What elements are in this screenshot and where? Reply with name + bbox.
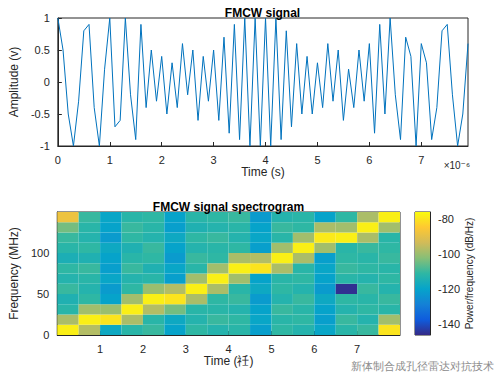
svg-text:6: 6 (366, 154, 372, 166)
svg-text:Time (祍): Time (祍) (204, 354, 254, 368)
svg-text:-140: -140 (438, 318, 460, 330)
svg-text:1: 1 (107, 154, 113, 166)
svg-text:5: 5 (268, 343, 274, 355)
svg-text:2: 2 (140, 343, 146, 355)
svg-text:Frequency (MHz): Frequency (MHz) (7, 227, 21, 320)
svg-text:1: 1 (97, 343, 103, 355)
svg-text:Amplitude (v): Amplitude (v) (7, 47, 21, 118)
svg-text:-1: -1 (40, 140, 50, 152)
svg-text:50: 50 (37, 288, 49, 300)
svg-text:1: 1 (44, 12, 50, 24)
svg-text:6: 6 (311, 343, 317, 355)
svg-text:Time (s): Time (s) (241, 165, 285, 179)
svg-text:4: 4 (226, 343, 232, 355)
svg-text:2: 2 (159, 154, 165, 166)
svg-text:0: 0 (55, 154, 61, 166)
svg-text:4: 4 (262, 154, 268, 166)
svg-text:0: 0 (44, 76, 50, 88)
svg-text:FMCW signal spectrogram: FMCW signal spectrogram (153, 200, 304, 214)
svg-text:-120: -120 (438, 283, 460, 295)
svg-text:新体制合成孔径雷达对抗技术: 新体制合成孔径雷达对抗技术 (351, 360, 494, 372)
svg-text:0.5: 0.5 (35, 44, 50, 56)
svg-text:3: 3 (183, 343, 189, 355)
svg-text:-100: -100 (438, 248, 460, 260)
svg-text:×10⁻⁶: ×10⁻⁶ (444, 160, 470, 171)
svg-text:Power/frequency (dB/Hz): Power/frequency (dB/Hz) (464, 218, 475, 330)
svg-text:5: 5 (314, 154, 320, 166)
svg-text:7: 7 (354, 343, 360, 355)
svg-text:FMCW signal: FMCW signal (225, 6, 300, 20)
svg-text:-80: -80 (438, 213, 454, 225)
svg-text:0: 0 (43, 329, 49, 341)
svg-text:7: 7 (418, 154, 424, 166)
svg-text:-0.5: -0.5 (31, 108, 50, 120)
svg-text:3: 3 (211, 154, 217, 166)
svg-text:100: 100 (31, 247, 49, 259)
